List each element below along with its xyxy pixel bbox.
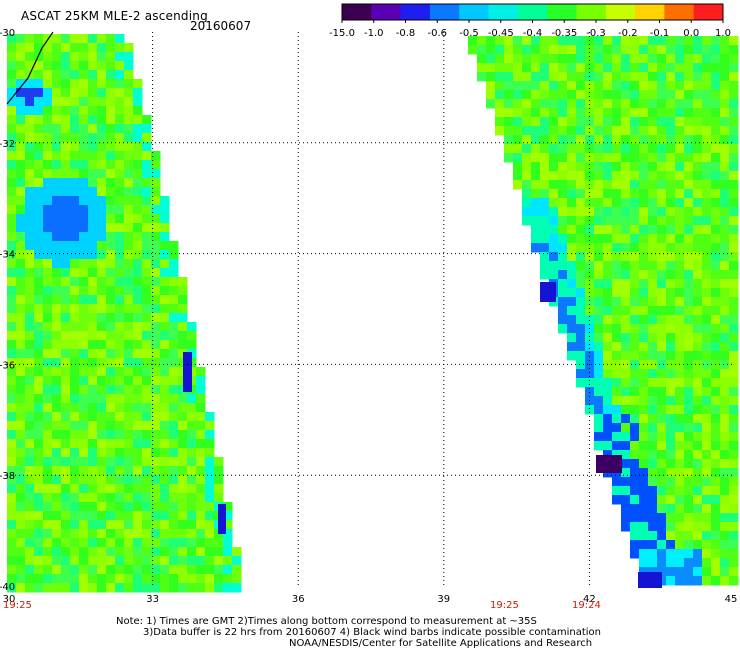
note-line-2: 3)Data buffer is 22 hrs from 20160607 4)…	[143, 627, 601, 638]
colorbar-label: 0.0	[683, 28, 699, 39]
colorbar-label: -0.5	[459, 28, 479, 39]
lat-tick-label: -32	[0, 139, 15, 150]
note-line-1: Note: 1) Times are GMT 2)Times along bot…	[116, 616, 537, 627]
colorbar-segment	[400, 4, 431, 20]
colorbar: -15.0 -1.0 -0.8 -0.6 -0.5 -0.45 -0.4 -0.35 -0.3 -…	[329, 3, 731, 39]
lat-tick-label: -36	[0, 360, 15, 371]
lat-tick-label: -38	[0, 471, 15, 482]
lon-tick-label: 45	[725, 594, 738, 605]
coastline	[6, 31, 54, 105]
note-line-3: NOAA/NESDIS/Center for Satellite Applica…	[289, 638, 593, 649]
colorbar-segment	[576, 4, 607, 20]
time-label-left: 19:25	[3, 600, 32, 611]
colorbar-label: -0.4	[523, 28, 543, 39]
lat-tick-label: -34	[0, 250, 15, 261]
colorbar-label: -0.6	[427, 28, 447, 39]
colorbar-label: -0.1	[650, 28, 670, 39]
colorbar-label: -0.45	[488, 28, 514, 39]
colorbar-segment	[635, 4, 665, 20]
colorbar-label: 1.0	[715, 28, 731, 39]
colorbar-label: -0.3	[586, 28, 606, 39]
colorbar-label: -0.8	[396, 28, 416, 39]
time-label-mid: 19:25	[490, 600, 519, 611]
colorbar-segment	[459, 4, 490, 20]
colorbar-segment	[664, 4, 695, 20]
colorbar-segment	[488, 4, 519, 20]
lon-tick-label: 36	[292, 594, 305, 605]
colorbar-segment	[605, 4, 636, 20]
lat-tick-label: -40	[0, 582, 15, 593]
lon-tick-label: 33	[146, 594, 159, 605]
colorbar-segment	[429, 4, 460, 20]
colorbar-segment	[517, 4, 548, 20]
lat-lon-grid	[7, 32, 735, 586]
lon-tick-label: 30	[3, 594, 16, 605]
map-title: ASCAT 25KM MLE-2 ascending	[21, 9, 208, 23]
map-date: 20160607	[190, 19, 252, 33]
colorbar-label: -1.0	[364, 28, 384, 39]
colorbar-segment	[371, 4, 402, 20]
colorbar-segment	[342, 4, 372, 20]
lon-tick-label: 42	[583, 594, 596, 605]
colorbar-label: -0.35	[551, 28, 577, 39]
colorbar-label: -15.0	[329, 28, 355, 39]
lat-tick-label: -30	[0, 28, 15, 39]
colorbar-segment	[547, 4, 577, 20]
colorbar-segment	[693, 4, 724, 20]
time-label-right: 19:24	[572, 600, 601, 611]
west-swath	[6, 31, 242, 593]
east-swath	[468, 36, 739, 588]
lon-tick-label: 39	[437, 594, 450, 605]
colorbar-label: -0.2	[618, 28, 638, 39]
